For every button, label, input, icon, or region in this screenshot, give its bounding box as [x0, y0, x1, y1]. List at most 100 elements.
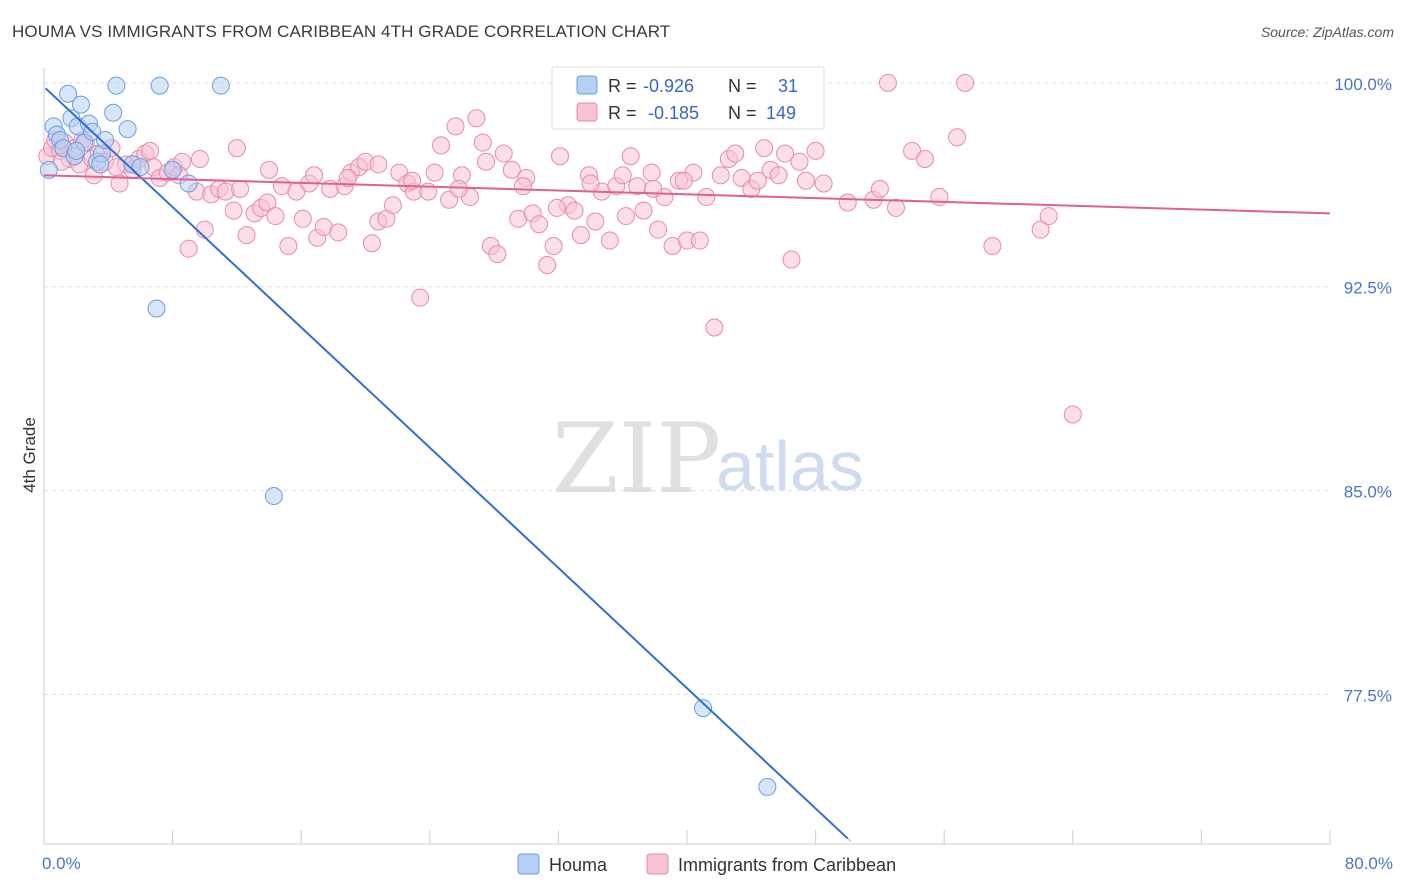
point-caribbean-117 [886, 198, 905, 217]
point-caribbean-30 [231, 179, 250, 198]
point-caribbean-74 [538, 256, 557, 274]
bottom-legend-swatch-caribbean [646, 853, 669, 875]
point-caribbean-124 [1039, 207, 1058, 226]
point-caribbean-75 [544, 236, 563, 255]
point-caribbean-140 [403, 171, 422, 190]
point-caribbean-119 [915, 149, 934, 168]
point-caribbean-112 [806, 141, 825, 160]
point-caribbean-132 [141, 141, 160, 160]
point-caribbean-145 [581, 174, 600, 193]
point-caribbean-79 [571, 226, 590, 245]
point-caribbean-64 [467, 109, 486, 128]
point-houma-27 [694, 699, 713, 718]
point-houma-24 [211, 76, 230, 95]
legend-n-label-caribbean: N = [728, 103, 757, 123]
legend-r-label-houma: R = [608, 76, 637, 96]
point-caribbean-34 [258, 193, 277, 212]
point-houma-15 [96, 130, 115, 149]
legend-swatch-caribbean [576, 102, 598, 122]
point-caribbean-118 [903, 141, 922, 160]
point-caribbean-25 [195, 220, 214, 239]
point-houma-16 [104, 103, 123, 122]
y-tick-label-3: 77.5% [1344, 686, 1392, 705]
bottom-legend-label-caribbean: Immigrants from Caribbean [678, 855, 896, 875]
source-label: Source: ZipAtlas.com [1260, 24, 1394, 40]
point-caribbean-122 [983, 236, 1002, 255]
point-caribbean-88 [634, 201, 653, 220]
x-tick-label-0: 0.0% [42, 854, 81, 873]
legend-r-value-caribbean: -0.185 [648, 103, 699, 123]
y-tick-labels: 100.0% 92.5% 85.0% 77.5% [1334, 75, 1392, 706]
point-caribbean-52 [383, 196, 402, 215]
point-caribbean-96 [690, 231, 709, 250]
point-caribbean-44 [329, 223, 348, 242]
point-caribbean-137 [305, 166, 324, 185]
x-tick-labels: 0.0% 80.0% [42, 854, 1393, 873]
point-caribbean-114 [838, 193, 857, 212]
trend-line-caribbean [43, 174, 1331, 215]
point-houma-23 [179, 174, 198, 193]
trend-line-houma [44, 87, 849, 840]
point-caribbean-90 [649, 220, 668, 239]
point-caribbean-141 [449, 179, 468, 198]
point-caribbean-138 [338, 169, 357, 188]
point-caribbean-73 [530, 215, 549, 234]
legend-n-value-houma: 31 [778, 76, 798, 96]
point-caribbean-121 [948, 128, 967, 147]
point-caribbean-139 [369, 155, 388, 174]
point-caribbean-78 [565, 201, 584, 220]
point-caribbean-89 [642, 163, 661, 182]
point-caribbean-85 [613, 166, 632, 185]
y-axis-label: 4th Grade [20, 417, 39, 493]
point-houma-28 [758, 777, 777, 796]
legend-r-value-houma: -0.926 [643, 76, 694, 96]
point-caribbean-23 [179, 239, 198, 258]
watermark-zip: ZIP [552, 403, 721, 515]
point-caribbean-83 [600, 231, 619, 250]
point-caribbean-49 [362, 234, 381, 253]
point-houma-0 [39, 160, 58, 179]
point-caribbean-56 [411, 288, 430, 307]
watermark: ZIP atlas [552, 403, 864, 515]
point-houma-29 [67, 141, 86, 160]
point-caribbean-126 [878, 73, 897, 92]
point-caribbean-101 [726, 144, 745, 163]
point-caribbean-68 [494, 144, 513, 163]
point-caribbean-39 [293, 209, 312, 228]
point-caribbean-147 [644, 179, 663, 198]
point-caribbean-120 [930, 188, 949, 207]
y-tick-label-0: 100.0% [1334, 75, 1392, 94]
axes [43, 68, 1331, 845]
point-caribbean-113 [814, 174, 833, 193]
trend-extension-houma [847, 838, 854, 845]
point-houma-18 [118, 120, 137, 139]
point-caribbean-136 [260, 160, 279, 179]
point-caribbean-105 [755, 139, 774, 158]
series-legend: Houma Immigrants from Caribbean [517, 853, 896, 875]
point-caribbean-135 [227, 139, 246, 158]
point-caribbean-81 [586, 212, 605, 231]
legend-n-label-houma: N = [728, 76, 757, 96]
point-caribbean-134 [190, 149, 209, 168]
trend-lines [43, 87, 1331, 845]
y-tick-label-2: 85.0% [1344, 483, 1392, 502]
point-caribbean-116 [870, 179, 889, 198]
point-caribbean-76 [551, 147, 570, 166]
point-houma-30 [91, 155, 110, 174]
point-houma-22 [163, 160, 182, 179]
point-caribbean-127 [956, 73, 975, 92]
point-caribbean-109 [782, 250, 801, 269]
point-caribbean-123 [1031, 220, 1050, 239]
point-houma-17 [107, 76, 126, 95]
point-caribbean-142 [477, 152, 496, 171]
bottom-legend-swatch-houma [517, 853, 540, 875]
stats-legend: R = -0.926 N = 31 R = -0.185 N = 149 [551, 66, 825, 130]
point-houma-5 [59, 84, 78, 103]
point-caribbean-67 [488, 245, 507, 264]
point-caribbean-31 [237, 226, 256, 245]
legend-swatch-houma [576, 75, 598, 95]
point-caribbean-144 [547, 198, 566, 217]
point-caribbean-61 [446, 117, 465, 136]
point-caribbean-125 [1063, 405, 1082, 424]
